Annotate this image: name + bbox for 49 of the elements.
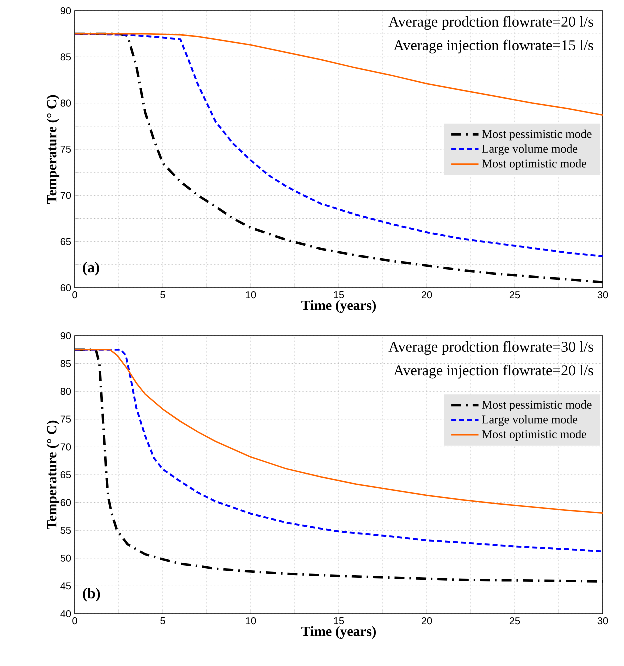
x-tick-label: 25 bbox=[510, 292, 520, 299]
y-tick-label: 70 bbox=[60, 444, 72, 451]
legend-label: Most pessimistic mode bbox=[482, 400, 592, 412]
x-tick-label: 0 bbox=[72, 292, 78, 299]
y-tick-label: 90 bbox=[60, 7, 72, 15]
annotation: (b) bbox=[83, 588, 100, 602]
x-tick-label: 25 bbox=[510, 618, 520, 625]
y-tick-label: 60 bbox=[60, 499, 72, 506]
y-axis-title: Temperature (° C) bbox=[46, 420, 60, 530]
x-tick-label: 0 bbox=[72, 618, 78, 625]
y-tick-label: 65 bbox=[60, 238, 72, 246]
line-series bbox=[75, 33, 604, 116]
y-tick-label: 50 bbox=[60, 554, 72, 562]
y-tick-label: 60 bbox=[60, 284, 72, 292]
y-tick-label: 85 bbox=[60, 360, 72, 368]
y-tick-label: 75 bbox=[60, 416, 72, 423]
legend-label: Most optimistic mode bbox=[482, 159, 586, 170]
annotation: (a) bbox=[83, 262, 100, 276]
x-axis-title: Time (years) bbox=[302, 300, 376, 314]
x-axis-title: Time (years) bbox=[302, 626, 376, 640]
x-tick-label: 15 bbox=[334, 618, 344, 624]
legend-label: Most optimistic mode bbox=[482, 430, 586, 441]
y-tick-label: 45 bbox=[60, 582, 72, 590]
annotation: Average injection flowrate=15 l/s bbox=[394, 40, 594, 54]
y-tick-label: 40 bbox=[60, 610, 72, 618]
legend-label: Large volume mode bbox=[482, 144, 578, 156]
x-tick-label: 15 bbox=[334, 292, 344, 298]
y-tick-label: 80 bbox=[60, 388, 72, 396]
y-tick-label: 85 bbox=[60, 54, 72, 61]
y-tick-label: 55 bbox=[60, 527, 72, 534]
annotation: Average prodction flowrate=30 l/s bbox=[388, 341, 594, 356]
x-tick-label: 30 bbox=[598, 292, 608, 299]
y-tick-label: 80 bbox=[60, 100, 72, 107]
x-tick-label: 5 bbox=[160, 618, 166, 624]
annotation: Average prodction flowrate=20 l/s bbox=[388, 16, 594, 30]
legend-label: Large volume mode bbox=[482, 415, 578, 426]
x-tick-label: 20 bbox=[422, 618, 432, 625]
y-tick-label: 65 bbox=[60, 471, 72, 479]
y-tick-label: 75 bbox=[60, 146, 72, 153]
x-tick-label: 20 bbox=[422, 292, 432, 299]
x-tick-label: 10 bbox=[246, 618, 256, 625]
x-tick-label: 30 bbox=[598, 618, 608, 625]
x-tick-label: 10 bbox=[246, 292, 256, 299]
y-tick-label: 90 bbox=[60, 332, 72, 340]
annotation: Average injection flowrate=20 l/s bbox=[394, 365, 594, 379]
legend-label: Most pessimistic mode bbox=[482, 130, 592, 141]
x-tick-label: 5 bbox=[160, 292, 166, 298]
y-axis-title: Temperature (° C) bbox=[46, 95, 60, 204]
y-tick-label: 70 bbox=[60, 192, 72, 200]
